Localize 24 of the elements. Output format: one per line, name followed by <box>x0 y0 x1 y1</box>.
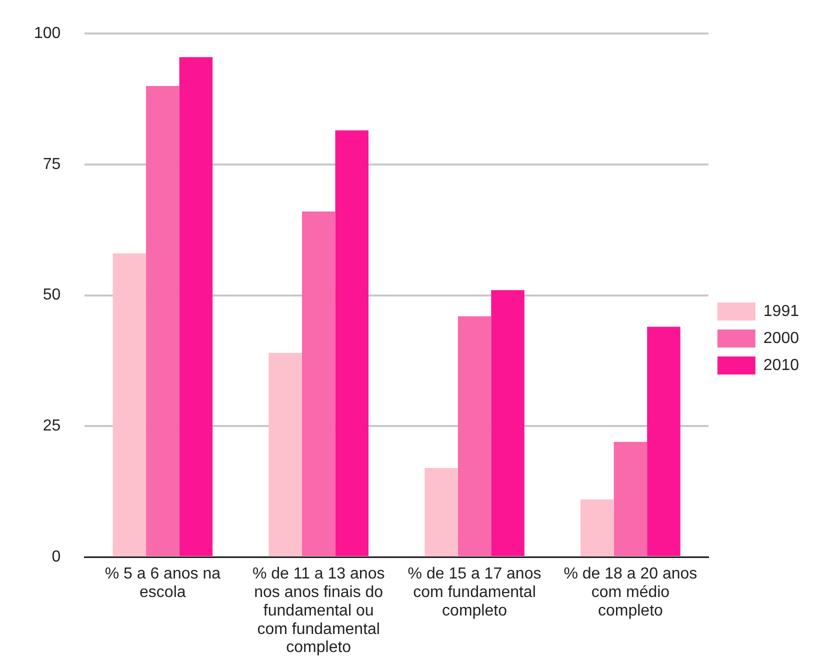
y-tick-label: 75 <box>42 156 61 173</box>
bar <box>335 130 368 556</box>
bar <box>302 212 336 556</box>
y-tick-label: 50 <box>42 286 61 304</box>
bar <box>112 253 146 556</box>
legend-label: 2010 <box>763 356 800 374</box>
bar <box>647 326 680 556</box>
y-tick-label: 100 <box>34 25 61 42</box>
y-tick-label: 0 <box>52 548 61 566</box>
x-tick-label: % de 18 a 20 anos com médio completo <box>564 566 698 620</box>
bar <box>146 86 180 556</box>
legend-label: 2000 <box>763 330 800 347</box>
bar <box>491 290 524 556</box>
bar <box>580 499 614 556</box>
bar <box>458 316 492 556</box>
x-tick-label: % de 11 a 13 anos nos anos finais do fundamental ou com fundamental completo <box>252 566 385 656</box>
bar <box>614 442 648 556</box>
x-tick-label: % 5 a 6 anos na escola <box>104 566 221 602</box>
bar <box>179 57 213 556</box>
bar <box>424 468 458 556</box>
bar <box>268 352 302 556</box>
y-tick-label: 25 <box>42 418 61 435</box>
x-tick-label: % de 15 a 17 anos com fundamental completo <box>408 566 542 620</box>
legend-label: 1991 <box>763 302 800 320</box>
